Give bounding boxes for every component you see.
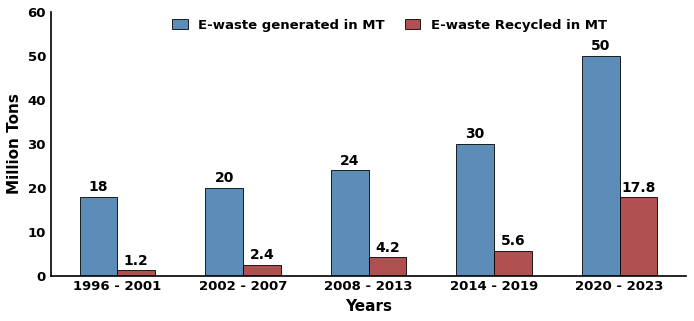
Text: 17.8: 17.8: [621, 181, 656, 195]
Text: 18: 18: [89, 180, 108, 194]
Text: 1.2: 1.2: [124, 254, 149, 268]
Text: 5.6: 5.6: [500, 234, 525, 248]
Text: 30: 30: [466, 127, 485, 141]
Bar: [243, 265, 280, 276]
Bar: [582, 56, 620, 276]
X-axis label: Years: Years: [345, 299, 392, 314]
Text: 20: 20: [214, 171, 234, 185]
Legend: E-waste generated in MT, E-waste Recycled in MT: E-waste generated in MT, E-waste Recycle…: [172, 19, 607, 31]
Bar: [80, 196, 117, 276]
Text: 24: 24: [340, 153, 359, 168]
Bar: [494, 251, 532, 276]
Bar: [457, 144, 494, 276]
Text: 4.2: 4.2: [375, 240, 400, 255]
Y-axis label: Million Tons: Million Tons: [7, 93, 22, 194]
Bar: [620, 197, 657, 276]
Text: 50: 50: [591, 39, 611, 53]
Bar: [369, 257, 406, 276]
Bar: [205, 188, 243, 276]
Bar: [331, 170, 369, 276]
Bar: [117, 270, 155, 276]
Text: 2.4: 2.4: [249, 248, 274, 263]
